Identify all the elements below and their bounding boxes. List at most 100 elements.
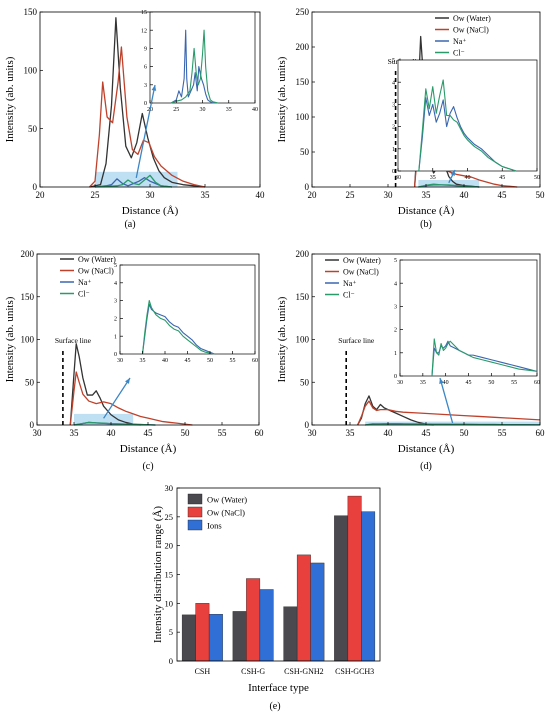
y-tick-label: 5	[169, 627, 173, 637]
inset-y-tick-label: 4	[394, 281, 397, 287]
inset-x-tick-label: 35	[420, 380, 426, 386]
inset-y-tick-label: 0	[144, 101, 147, 107]
legend-label: Ow (Water)	[207, 495, 247, 505]
series-line	[69, 343, 141, 426]
x-axis-label: Distance (Å)	[120, 443, 177, 455]
inset-x-tick-label: 50	[534, 175, 540, 181]
x-tick-label: 30	[146, 190, 156, 200]
y-tick-label: 50	[28, 124, 38, 134]
inset-y-tick-label: 1	[114, 334, 117, 340]
inset-x-tick-label: 45	[185, 358, 191, 364]
inset-x-tick-label: 35	[430, 175, 436, 181]
x-tick-label: 45	[498, 190, 508, 200]
y-tick-label: 150	[296, 77, 310, 87]
inset-plot: 202530354003691215	[141, 10, 258, 113]
inset-y-tick-label: 1	[394, 351, 397, 357]
bar	[246, 578, 261, 662]
inset-y-tick-label: 3	[114, 299, 117, 305]
series-line	[94, 174, 173, 188]
surface-line-label: Surface line	[338, 336, 375, 345]
legend-label: Na⁺	[78, 278, 92, 287]
inset-series-line	[418, 97, 517, 172]
inset-y-tick-label: 3	[394, 305, 397, 311]
inset-y-tick-label: 6	[144, 65, 147, 71]
inset-series-line	[170, 29, 219, 104]
y-tick-label: 15	[165, 570, 174, 580]
legend-label: Ow (Water)	[343, 256, 381, 265]
legend-label: Ions	[207, 521, 222, 531]
bar	[296, 554, 311, 662]
legend-label: Ow (Water)	[453, 14, 491, 23]
highlight-box	[74, 413, 134, 425]
inset-x-tick-label: 25	[173, 107, 179, 113]
x-tick-label: 45	[144, 428, 154, 438]
inset-x-tick-label: 40	[465, 175, 471, 181]
x-tick-label: 35	[346, 428, 356, 438]
legend-label: Cl⁻	[343, 291, 355, 300]
inset-y-tick-label: 3	[392, 103, 395, 109]
panel-label: (b)	[420, 219, 432, 230]
bar	[347, 495, 362, 662]
bar	[334, 515, 349, 662]
y-tick-label: 0	[33, 182, 38, 192]
legend-label: Ow (NaCl)	[78, 267, 114, 276]
x-tick-label: CSH-GNH2	[284, 667, 324, 676]
inset-frame	[119, 264, 256, 355]
legend-label: Ow (NaCl)	[343, 268, 379, 277]
x-tick-label: 30	[308, 428, 318, 438]
legend-label: Cl⁻	[78, 290, 90, 299]
bar	[181, 614, 196, 662]
series-line	[89, 17, 206, 188]
x-tick-label: 35	[70, 428, 80, 438]
y-tick-label: 0	[305, 420, 310, 430]
y-tick-label: 100	[296, 335, 310, 345]
inset-y-tick-label: 5	[114, 263, 117, 269]
x-tick-label: 60	[255, 428, 265, 438]
callout-arrowhead	[151, 85, 157, 91]
inset-frame	[399, 259, 538, 377]
bar	[283, 606, 298, 662]
x-tick-label: 40	[107, 428, 117, 438]
inset-y-tick-label: 2	[394, 328, 397, 334]
x-tick-label: 55	[218, 428, 228, 438]
inset-y-tick-label: 12	[141, 28, 147, 34]
x-tick-label: CSH-GCH3	[335, 667, 374, 676]
x-tick-label: 55	[498, 428, 508, 438]
legend-label: Ow (Water)	[78, 255, 116, 264]
inset-x-tick-label: 35	[226, 107, 232, 113]
inset-x-tick-label: 50	[488, 380, 494, 386]
inset-y-tick-label: 0	[392, 169, 395, 175]
inset-y-tick-label: 5	[392, 58, 395, 64]
highlight-box	[418, 180, 480, 187]
bar	[195, 603, 210, 662]
y-tick-label: 100	[21, 335, 35, 345]
x-tick-label: 50	[536, 190, 546, 200]
y-tick-label: 100	[296, 112, 310, 122]
y-tick-label: 10	[165, 598, 174, 608]
inset-x-tick-label: 45	[466, 380, 472, 386]
x-tick-label: CSH-G	[241, 667, 265, 676]
inset-y-tick-label: 4	[392, 80, 395, 86]
inset-x-tick-label: 60	[252, 358, 258, 364]
inset-x-tick-label: 35	[140, 358, 146, 364]
y-tick-label: 250	[296, 7, 310, 17]
surface-line-label: Surface line	[55, 336, 92, 345]
x-tick-label: 50	[460, 428, 470, 438]
y-axis-label: Intensity (ab. units)	[4, 296, 16, 382]
x-tick-label: 20	[308, 190, 318, 200]
x-tick-label: 40	[384, 428, 394, 438]
inset-y-tick-label: 5	[394, 258, 397, 264]
callout-arrowhead	[439, 378, 444, 384]
callout-arrow	[103, 377, 131, 419]
inset-series-line	[170, 29, 219, 104]
legend-swatch	[187, 519, 203, 531]
inset-x-tick-label: 30	[397, 380, 403, 386]
inset-y-tick-label: 0	[114, 352, 117, 358]
highlight-box	[365, 421, 540, 425]
y-tick-label: 50	[300, 147, 310, 157]
inset-y-tick-label: 4	[114, 281, 117, 287]
